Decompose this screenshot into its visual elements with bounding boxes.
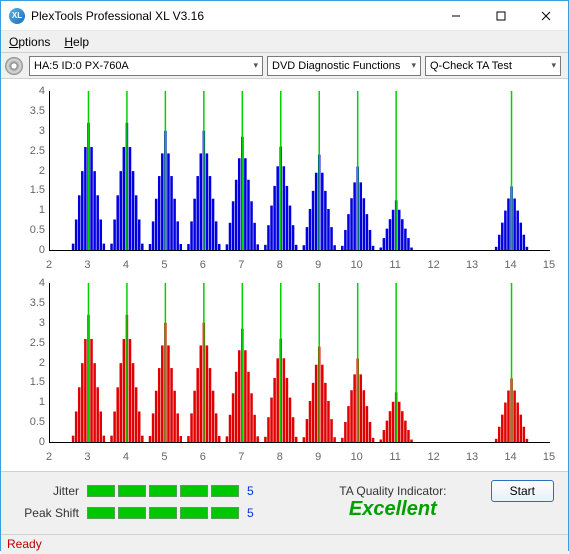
metrics: Jitter 5 Peak Shift 5	[15, 480, 295, 524]
x-tick: 13	[466, 451, 478, 463]
segment	[149, 507, 177, 519]
x-tick: 14	[504, 259, 516, 271]
y-tick: 1.5	[9, 376, 45, 388]
x-tick: 7	[238, 259, 244, 271]
x-tick: 2	[46, 259, 52, 271]
y-tick: 1.5	[9, 184, 45, 196]
y-tick: 3	[9, 317, 45, 329]
x-tick: 15	[543, 259, 555, 271]
y-tick: 0	[9, 436, 45, 448]
x-tick: 9	[315, 451, 321, 463]
menu-help[interactable]: Help	[64, 35, 89, 49]
y-tick: 2	[9, 165, 45, 177]
chart-svg	[50, 91, 550, 250]
jitter-label: Jitter	[15, 484, 79, 498]
toolbar: HA:5 ID:0 PX-760A ▾ DVD Diagnostic Functi…	[1, 53, 568, 79]
y-tick: 1	[9, 204, 45, 216]
x-tick: 10	[351, 451, 363, 463]
x-tick: 6	[200, 451, 206, 463]
menu-options[interactable]: Options	[9, 35, 50, 49]
x-tick: 8	[277, 451, 283, 463]
x-tick: 2	[46, 451, 52, 463]
menubar: Options Help	[1, 31, 568, 53]
y-tick: 4	[9, 85, 45, 97]
x-tick: 14	[504, 451, 516, 463]
test-select-value: Q-Check TA Test	[430, 60, 512, 72]
y-tick: 0	[9, 244, 45, 256]
segment	[118, 485, 146, 497]
drive-select[interactable]: HA:5 ID:0 PX-760A ▾	[29, 56, 263, 76]
quality-value: Excellent	[349, 498, 437, 521]
y-tick: 2.5	[9, 337, 45, 349]
y-tick: 2.5	[9, 145, 45, 157]
peak-shift-label: Peak Shift	[15, 506, 79, 520]
chevron-down-icon: ▾	[551, 60, 556, 71]
x-tick: 10	[351, 259, 363, 271]
window-controls	[433, 1, 568, 31]
x-tick: 7	[238, 451, 244, 463]
x-tick: 12	[427, 451, 439, 463]
segment	[87, 507, 115, 519]
y-tick: 1	[9, 396, 45, 408]
test-select[interactable]: Q-Check TA Test ▾	[425, 56, 561, 76]
chevron-down-icon: ▾	[411, 60, 416, 71]
maximize-button[interactable]	[478, 1, 523, 31]
segment	[211, 485, 239, 497]
y-tick: 0.5	[9, 224, 45, 236]
close-button[interactable]	[523, 1, 568, 31]
chart-top: 0 0.5 1 1.5 2 2.5 3 3.5 4 2 3 4 5 6 7 8 9 10 11 12 13 14 15	[9, 85, 560, 271]
x-tick: 4	[123, 259, 129, 271]
minimize-button[interactable]	[433, 1, 478, 31]
x-tick: 9	[315, 259, 321, 271]
segment	[118, 507, 146, 519]
jitter-bars	[87, 485, 239, 497]
quality-label: TA Quality Indicator:	[339, 484, 446, 498]
charts-area: 00.511.522.533.5423456789101112131415 00…	[1, 79, 568, 471]
segment	[180, 507, 208, 519]
drive-select-value: HA:5 ID:0 PX-760A	[34, 60, 129, 72]
jitter-value: 5	[247, 484, 254, 498]
x-tick: 12	[427, 259, 439, 271]
chart-bottom: 0 0.5 1 1.5 2 2.5 3 3.5 4 2 3 4 5 6 7 8 9 10 11 12 13 14 15	[9, 277, 560, 463]
x-tick: 3	[84, 451, 90, 463]
peak-shift-bars	[87, 507, 239, 519]
titlebar: XL PlexTools Professional XL V3.16	[1, 1, 568, 31]
y-tick: 4	[9, 277, 45, 289]
function-select-value: DVD Diagnostic Functions	[272, 60, 400, 72]
function-select[interactable]: DVD Diagnostic Functions ▾	[267, 56, 421, 76]
x-tick: 5	[161, 451, 167, 463]
x-tick: 13	[466, 259, 478, 271]
segment	[149, 485, 177, 497]
drive-icon	[5, 57, 23, 75]
x-tick: 3	[84, 259, 90, 271]
y-tick: 3	[9, 125, 45, 137]
y-tick: 3.5	[9, 297, 45, 309]
chart-svg	[50, 283, 550, 442]
x-tick: 15	[543, 451, 555, 463]
x-tick: 5	[161, 259, 167, 271]
chevron-down-icon: ▾	[253, 60, 258, 71]
x-tick: 11	[389, 451, 400, 463]
x-tick: 11	[389, 259, 400, 271]
segment	[180, 485, 208, 497]
y-tick: 3.5	[9, 105, 45, 117]
quality-indicator: TA Quality Indicator: Excellent	[295, 480, 491, 524]
x-tick: 4	[123, 451, 129, 463]
app-icon: XL	[9, 8, 25, 24]
y-tick: 0.5	[9, 416, 45, 428]
peak-shift-value: 5	[247, 506, 254, 520]
x-tick: 6	[200, 259, 206, 271]
x-tick: 8	[277, 259, 283, 271]
segment	[87, 485, 115, 497]
status-bar: Ready	[1, 534, 568, 554]
bottom-panel: Jitter 5 Peak Shift 5 TA Quality Indicat…	[1, 471, 568, 534]
start-button[interactable]: Start	[491, 480, 554, 502]
segment	[211, 507, 239, 519]
window-title: PlexTools Professional XL V3.16	[31, 9, 433, 23]
y-tick: 2	[9, 357, 45, 369]
